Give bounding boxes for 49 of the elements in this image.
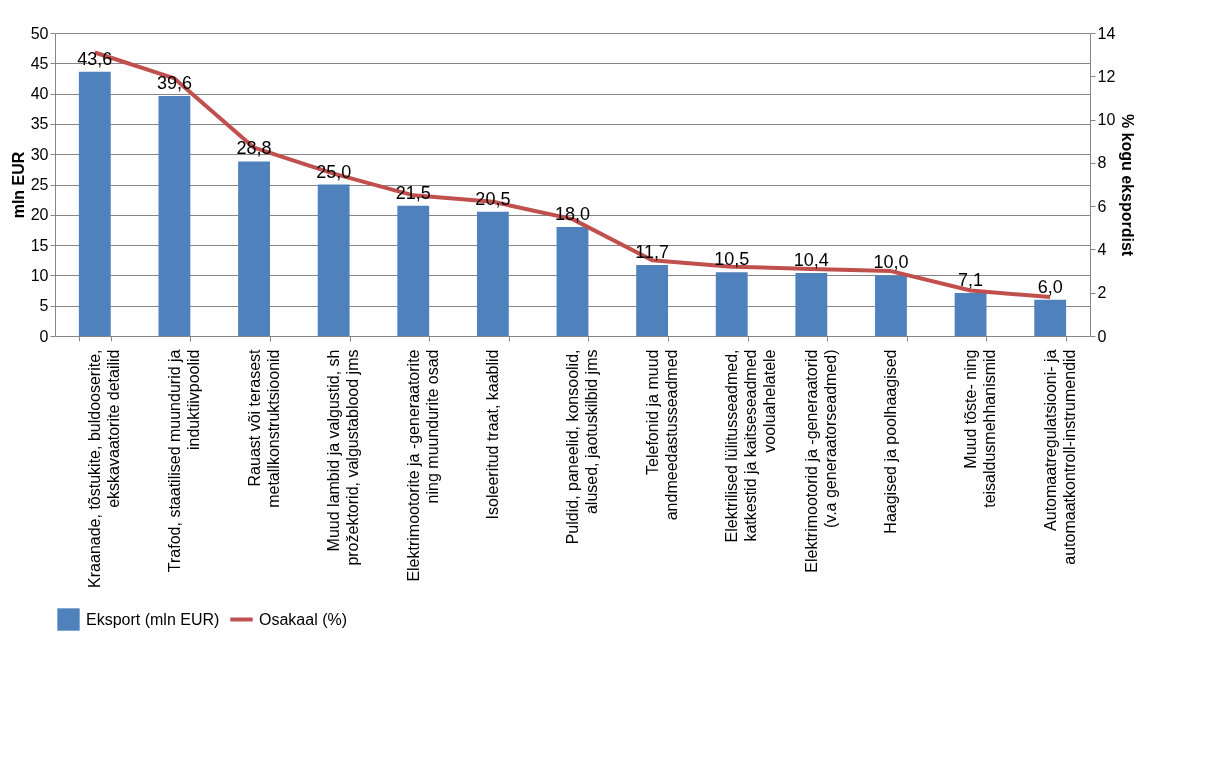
- x-tick-label: Isoleeritud traat, kaablid: [484, 349, 502, 520]
- data-label: 10,5: [714, 249, 750, 270]
- y-tick-label: 50: [30, 24, 49, 42]
- data-label: 11,7: [635, 242, 669, 263]
- bar: [397, 205, 430, 336]
- y2-tick-label: 4: [1097, 240, 1107, 258]
- y2-tick-label: 8: [1097, 154, 1107, 172]
- data-label: 10,4: [793, 249, 829, 270]
- y-tick-label: 40: [30, 85, 49, 103]
- y2-tick-label: 12: [1097, 67, 1116, 85]
- bar: [238, 161, 270, 336]
- y-tick-label: 20: [30, 206, 49, 224]
- legend-label: Osakaal (%): [259, 610, 348, 628]
- bar: [158, 96, 191, 336]
- y2-axis-title: % kogu ekspordist: [1119, 113, 1137, 257]
- bar: [476, 211, 509, 336]
- data-label: 18,0: [554, 203, 591, 224]
- bar: [1034, 299, 1067, 336]
- bar: [795, 272, 828, 336]
- y-tick-label: 5: [39, 297, 49, 315]
- y-tick-label: 30: [30, 145, 49, 163]
- bar: [875, 275, 907, 336]
- x-tick-label: Elektrimootorid ja -generaatorid (v.a generaatorseadmed): [802, 349, 839, 573]
- y-tick-label: 25: [30, 176, 49, 193]
- y-axis-title: mln EUR: [9, 151, 27, 219]
- x-tick-label: Haagised ja poolhaagised: [882, 349, 900, 534]
- y-tick-label: 0: [39, 327, 49, 345]
- data-label: 10,0: [873, 252, 909, 273]
- data-label: 7,1: [958, 269, 984, 290]
- y-tick-label: 45: [30, 54, 49, 72]
- bar: [954, 292, 987, 336]
- x-tick-label: Muud tõste- ning teisaldusmehhanismid: [962, 349, 999, 508]
- bar: [556, 226, 589, 336]
- data-label: 43,6: [77, 48, 113, 69]
- bar: [317, 184, 350, 336]
- y-tick-label: 15: [30, 236, 49, 254]
- y-tick-label: 10: [30, 266, 49, 284]
- legend-label: Eksport (mln EUR): [86, 610, 220, 628]
- bar: [78, 71, 111, 336]
- x-tick-label: Kraanade, tõstukite, buldooserite, ekskavaatorite detailid: [86, 349, 123, 588]
- data-label: 6,0: [1037, 276, 1063, 297]
- y-tick-label: 35: [30, 115, 49, 133]
- y2-tick-label: 10: [1097, 111, 1116, 129]
- bar: [715, 272, 748, 336]
- y2-tick-label: 6: [1097, 197, 1107, 215]
- bar: [636, 265, 669, 336]
- y2-tick-label: 0: [1097, 327, 1107, 345]
- y2-tick-label: 14: [1097, 24, 1116, 42]
- y2-tick-label: 2: [1097, 284, 1107, 302]
